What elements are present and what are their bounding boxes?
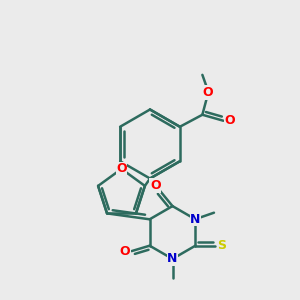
Text: O: O bbox=[202, 86, 213, 99]
Text: O: O bbox=[120, 244, 130, 258]
Text: O: O bbox=[116, 162, 127, 176]
Text: N: N bbox=[190, 213, 201, 226]
Text: S: S bbox=[218, 239, 226, 252]
Text: O: O bbox=[150, 179, 161, 192]
Text: N: N bbox=[167, 252, 178, 266]
Text: O: O bbox=[225, 114, 235, 127]
